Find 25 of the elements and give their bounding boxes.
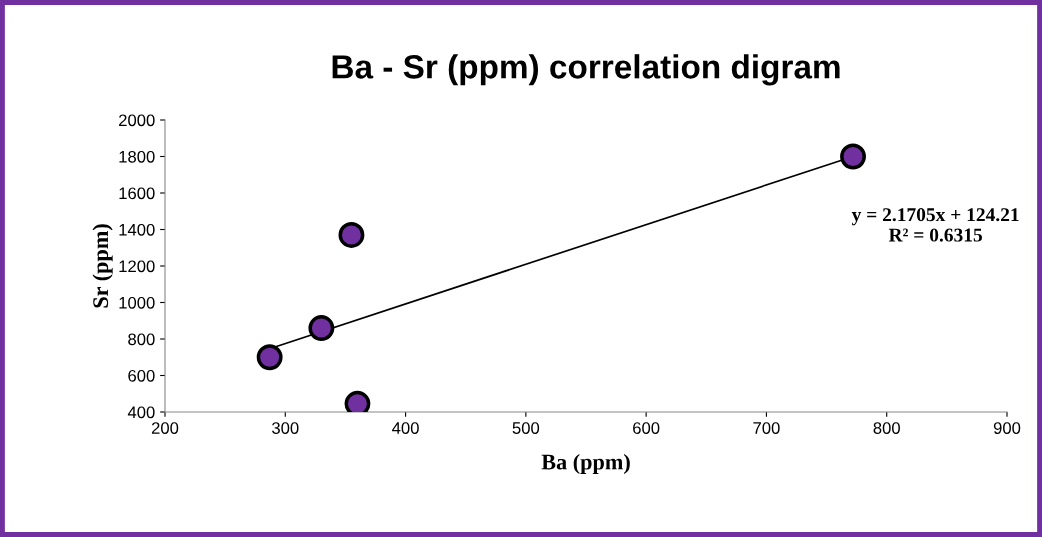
annotation: y = 2.1705x + 124.21 R² = 0.6315 bbox=[851, 208, 1019, 242]
point bbox=[256, 344, 283, 371]
point bbox=[840, 143, 866, 170]
y-tick-label: 1800 bbox=[119, 150, 155, 163]
y-tick-label: 1600 bbox=[119, 187, 155, 200]
x-tick-label: 700 bbox=[753, 422, 780, 434]
x-tick-label: 300 bbox=[272, 422, 299, 434]
y-tick-label: 2000 bbox=[119, 114, 155, 127]
x-tick-label: 600 bbox=[633, 422, 660, 434]
y-tick-label: 400 bbox=[127, 406, 155, 419]
x-tick-label: 400 bbox=[392, 422, 419, 434]
x-tick-label: 800 bbox=[873, 422, 900, 434]
y-tick-label: 1400 bbox=[119, 223, 155, 236]
point bbox=[338, 222, 365, 248]
y-tick-label: 1200 bbox=[119, 260, 155, 273]
x-tick-label: 200 bbox=[151, 422, 179, 434]
y-tick-label: 1000 bbox=[119, 296, 155, 309]
y-tick-label: 800 bbox=[128, 333, 155, 346]
x-tick-label: 500 bbox=[512, 422, 540, 434]
y-axis-title: Sr (ppm) bbox=[92, 224, 113, 308]
y-tick-label: 600 bbox=[128, 369, 155, 382]
chart-title: Ba - Sr (ppm) correlation digram bbox=[332, 54, 840, 86]
point bbox=[308, 315, 335, 341]
x-axis-title: Ba (ppm) bbox=[541, 453, 630, 475]
x-tick-label: 900 bbox=[993, 422, 1021, 434]
